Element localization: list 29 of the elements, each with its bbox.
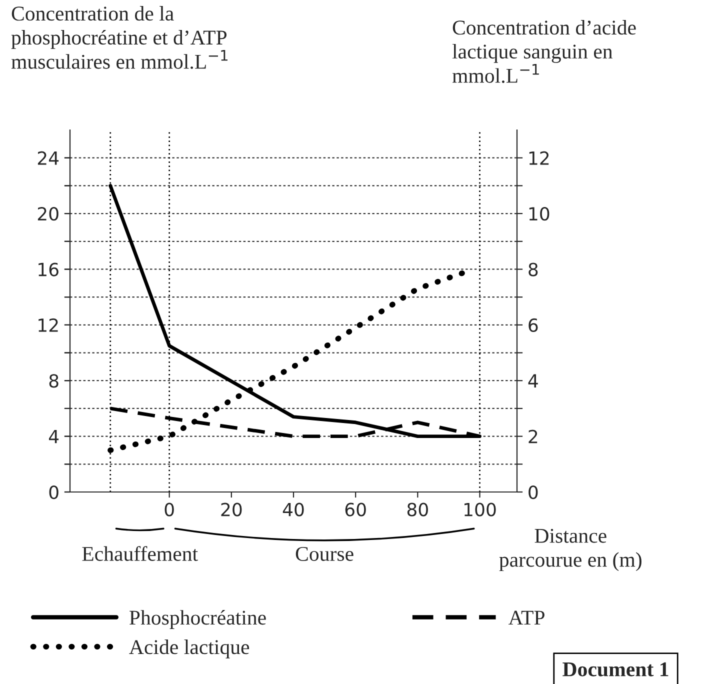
y2-axis-title: Concentration d’acide lactique sanguin en mmol.L$^{−1}$ — [452, 20, 636, 83]
y-tick-label: 24 — [38, 151, 59, 165]
x-tick-label: 100 — [464, 502, 496, 516]
legend-label: ATP — [508, 610, 544, 625]
y-tick-label: 4 — [48, 430, 59, 444]
y2-tick-label: 8 — [528, 262, 538, 276]
text: Course — [296, 546, 354, 561]
y2-tick-label: 0 — [528, 485, 538, 500]
y-tick-label: 16 — [38, 262, 58, 276]
y2-tick-label: 10 — [529, 207, 550, 221]
x-tick-label: 40 — [282, 502, 304, 516]
y-tick-label: 0 — [49, 485, 58, 500]
y-tick-label: 12 — [38, 318, 58, 332]
legend-label: Acide lactique — [129, 640, 250, 658]
y-tick-label: 20 — [38, 207, 58, 221]
y2-tick-label: 12 — [529, 151, 549, 165]
y-tick-label: 8 — [49, 374, 58, 388]
y2-tick-label: 2 — [528, 430, 538, 444]
x-tick-label: 60 — [345, 502, 366, 516]
x-tick-label: 0 — [164, 502, 174, 516]
y2-tick-label: 6 — [528, 318, 538, 332]
y-axis-title: Concentration de la phosphocréatine et d’ATP musculaires en mmol.L$^{−1}$ — [11, 6, 228, 69]
x-tick-label: 80 — [407, 502, 428, 516]
legend-label: Phosphocréatine — [130, 610, 266, 629]
text: Echauffement — [82, 546, 198, 561]
x-tick-label: 20 — [221, 502, 242, 516]
x-axis-title: Distance parcourue en (m) — [499, 528, 642, 572]
y2-tick-label: 4 — [528, 374, 538, 388]
text: Document 1 — [562, 662, 668, 676]
